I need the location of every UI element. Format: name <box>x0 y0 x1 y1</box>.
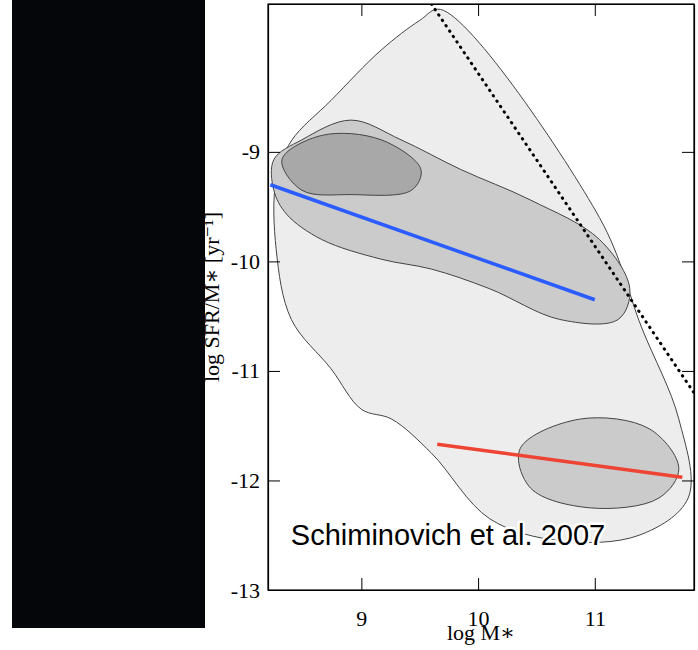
axis-line <box>694 5 695 591</box>
tick <box>682 480 694 481</box>
y-axis: -9 -10 -11 -12 -13 <box>231 5 280 603</box>
tick-mark <box>268 261 280 262</box>
tick-mark <box>595 578 596 590</box>
y-axis-right <box>682 5 695 591</box>
tick <box>595 4 596 16</box>
plot-area <box>270 4 694 542</box>
plot-panel <box>205 0 698 650</box>
contour <box>518 418 678 509</box>
tick: -11 <box>231 358 280 383</box>
plot-frame <box>268 4 694 590</box>
tick: -12 <box>231 468 280 493</box>
tick-mark <box>478 578 479 590</box>
tick-label: -11 <box>231 358 260 383</box>
dark-background <box>12 0 205 628</box>
tick-mark <box>682 590 694 591</box>
tick-mark <box>682 371 694 372</box>
tick-mark <box>361 4 362 16</box>
tick: -13 <box>231 578 280 603</box>
tick: -10 <box>231 249 280 274</box>
tick-mark <box>268 590 280 591</box>
tick <box>478 4 479 16</box>
page-background <box>0 0 698 650</box>
tick-mark <box>478 4 479 16</box>
tick <box>682 371 694 372</box>
tick-mark <box>268 371 280 372</box>
tick-mark <box>268 152 280 153</box>
tick-mark <box>682 261 694 262</box>
tick-label: -13 <box>231 578 260 603</box>
y-axis-title: log SFR/M∗ [yr⁻¹] <box>199 212 224 382</box>
axis-line <box>268 5 269 591</box>
contour <box>282 133 422 195</box>
tick-mark <box>682 152 694 153</box>
tick: 9 <box>356 578 367 631</box>
tick-mark <box>682 480 694 481</box>
tick <box>682 261 694 262</box>
annotation: Schiminovich et al. 2007 <box>291 519 605 551</box>
tick-label: -10 <box>231 249 260 274</box>
x-axis-top <box>269 4 695 16</box>
tick-mark <box>268 480 280 481</box>
line <box>431 4 694 393</box>
tick <box>682 590 694 591</box>
tick-mark <box>595 4 596 16</box>
axis-line <box>269 590 695 591</box>
tick-label: 11 <box>585 606 606 631</box>
line <box>437 444 682 477</box>
tick-mark <box>361 578 362 590</box>
chart: 91011-9-10-11-12-13log M∗log SFR/M∗ [yr⁻… <box>0 0 698 650</box>
tick: 11 <box>585 578 606 631</box>
tick <box>682 152 694 153</box>
line <box>270 185 594 300</box>
axis-line <box>269 4 695 5</box>
tick <box>361 4 362 16</box>
tick-label: -9 <box>242 139 260 164</box>
tick: -9 <box>242 139 280 164</box>
tick-label: -12 <box>231 468 260 493</box>
contour <box>271 120 630 324</box>
x-axis-title: log M∗ <box>447 620 515 645</box>
tick-label: 9 <box>356 606 367 631</box>
